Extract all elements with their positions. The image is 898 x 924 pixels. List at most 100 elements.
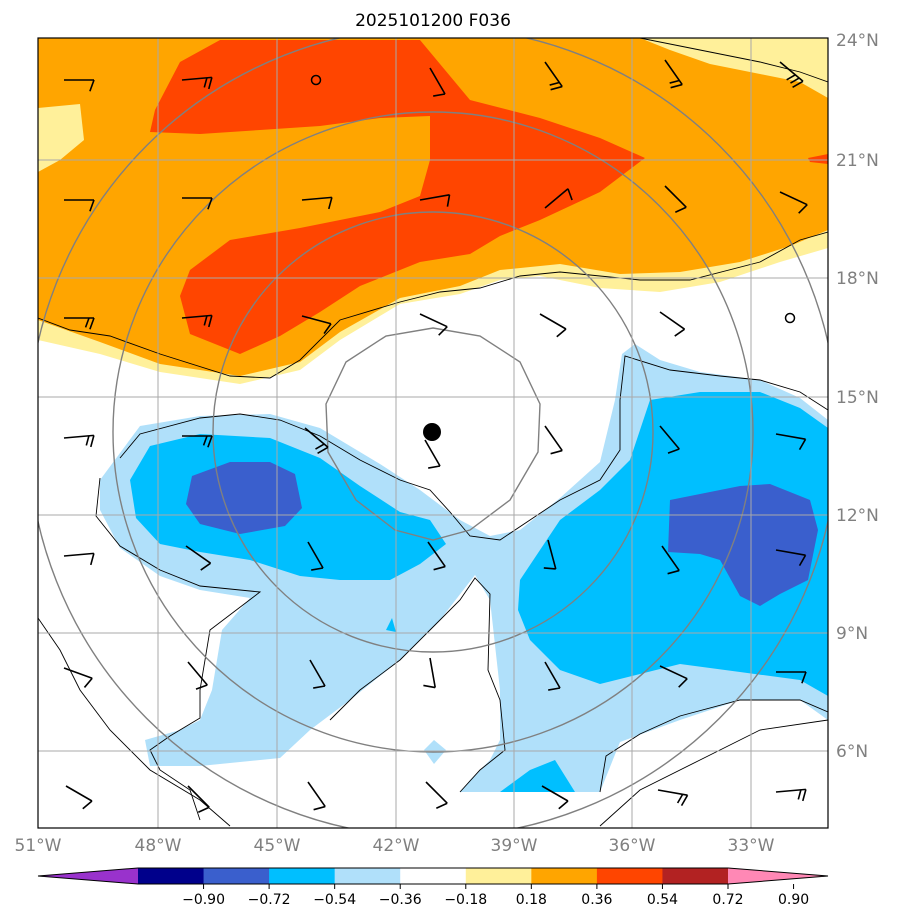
wind-barb-feather [792, 80, 804, 88]
wind-barb-feather [89, 79, 95, 92]
colorbar-tick-label: −0.36 [379, 892, 422, 908]
contour-red-orange [150, 40, 645, 354]
wind-barb-feather [89, 317, 95, 330]
wind-barb-shaft [424, 439, 441, 467]
wind-barb-shaft [419, 194, 450, 201]
wind-barb-feather [423, 684, 436, 689]
wind-barb-shaft [307, 541, 324, 569]
colorbar-segment [138, 868, 205, 884]
wind-barb-feather [327, 197, 333, 210]
storm-center-marker [423, 423, 441, 441]
wind-barb-feather [438, 326, 448, 336]
wind-barb-shaft [544, 661, 561, 689]
wind-barb-shaft [539, 313, 567, 330]
wind-barb-shaft [544, 425, 563, 452]
lon-label: 48°W [135, 836, 182, 856]
wind-barb-shaft [309, 659, 326, 687]
lon-label: 45°W [254, 836, 301, 856]
wind-barb-shaft [65, 785, 93, 802]
wind-barb-shaft [185, 545, 212, 564]
wind-barb-feather [83, 677, 93, 688]
colorbar-outline [37, 867, 829, 885]
colorbar-segment [203, 868, 270, 884]
wind-barb-shaft [307, 781, 326, 808]
wind-barb-feather [667, 569, 680, 575]
contour-red-orange-east [808, 154, 828, 164]
wind-barb-shaft [775, 433, 806, 440]
wind-barb-feather [207, 435, 213, 448]
wind-barb-feather [85, 435, 90, 446]
wind-barb-feather [567, 188, 573, 201]
calm-wind-circle [310, 74, 322, 86]
wind-barb-feather [82, 800, 93, 810]
colorbar-tick-label: 0.90 [778, 892, 809, 908]
wind-barb-shaft [429, 657, 436, 688]
contour-royal-blue-west [186, 462, 302, 534]
wind-barb-feather [311, 567, 324, 571]
coastlines [38, 38, 828, 827]
lat-label: 21°N [836, 151, 879, 171]
wind-barb-shaft [63, 552, 94, 557]
wind-barb-feather [680, 794, 689, 806]
lat-label: 15°N [836, 388, 879, 408]
contour-light-yellow-west [38, 104, 84, 172]
colorbar-segment [662, 868, 729, 884]
colorbar-tick-label: 0.54 [647, 892, 678, 908]
wind-barb-feather [670, 83, 683, 89]
colorbar-segment [400, 868, 467, 884]
wind-barb-feather [315, 443, 325, 450]
lon-label: 36°W [609, 836, 656, 856]
wind-barb-shaft [779, 191, 808, 206]
wind-barb-shaft [775, 549, 806, 556]
contour-deep-sky-blue-south [500, 760, 575, 792]
wind-barb-feather [674, 328, 686, 337]
longitude-labels: 51°W 48°W 45°W 42°W 39°W 36°W 33°W [15, 836, 775, 856]
wind-barb-feather [428, 465, 441, 469]
wind-barb-feather [433, 93, 446, 97]
wind-barb-feather [798, 554, 807, 566]
colorbar-segment [531, 868, 598, 884]
wind-barb-shaft [541, 785, 569, 802]
wind-barb-feather [801, 671, 807, 684]
range-rings [38, 38, 828, 828]
wind-barb-feather [669, 79, 680, 84]
wind-barb-shaft [544, 188, 569, 209]
colorbar-extend-min [38, 868, 138, 884]
wind-barb-shaft [547, 539, 557, 570]
wind-barb-shaft [187, 785, 210, 808]
wind-barb-feather [674, 206, 687, 213]
colorbar-tick-label: −0.90 [182, 892, 225, 908]
wind-barb-feather [556, 328, 567, 338]
wind-barb-feather [207, 315, 213, 328]
wind-barb-feather [313, 685, 326, 689]
wind-barb-shaft [63, 667, 93, 680]
colorbar-segment [465, 868, 532, 884]
wind-barb-shaft [659, 665, 688, 680]
wind-barb-feather [549, 81, 560, 86]
wind-barb-feather [797, 789, 802, 800]
wind-barb-feather [89, 553, 95, 566]
colorbar-tick-label: 0.18 [516, 892, 547, 908]
contour-light-yellow-ne [640, 38, 828, 98]
wind-barb-shaft [187, 661, 208, 686]
colorbar-tick-label: 0.72 [712, 892, 743, 908]
range-ring-1 [325, 327, 541, 541]
wind-barb-feather [543, 567, 556, 570]
colorbar-tick-label: −0.18 [444, 892, 487, 908]
wind-barb-feather [195, 684, 208, 690]
wind-barb-feather [203, 315, 208, 326]
wind-barb-feather [798, 438, 807, 450]
colorbar-tick-label: 0.36 [581, 892, 612, 908]
wind-barb-shaft [661, 545, 680, 572]
wind-barb-feather [667, 448, 680, 454]
lon-label: 42°W [373, 836, 420, 856]
wind-barbs [63, 59, 808, 813]
wind-barb-feather [558, 800, 569, 810]
wind-barb-shaft [429, 67, 446, 95]
colorbar: −0.90 −0.72 −0.54 −0.36 −0.18 0.18 0.36 0.54 0.7… [37, 867, 829, 908]
wind-barb-feather [798, 204, 808, 214]
colorbar-tick-label: −0.72 [248, 892, 291, 908]
wind-barb-shaft [775, 788, 806, 793]
wind-barb-shaft [659, 425, 680, 450]
lon-label: 33°W [728, 836, 775, 856]
